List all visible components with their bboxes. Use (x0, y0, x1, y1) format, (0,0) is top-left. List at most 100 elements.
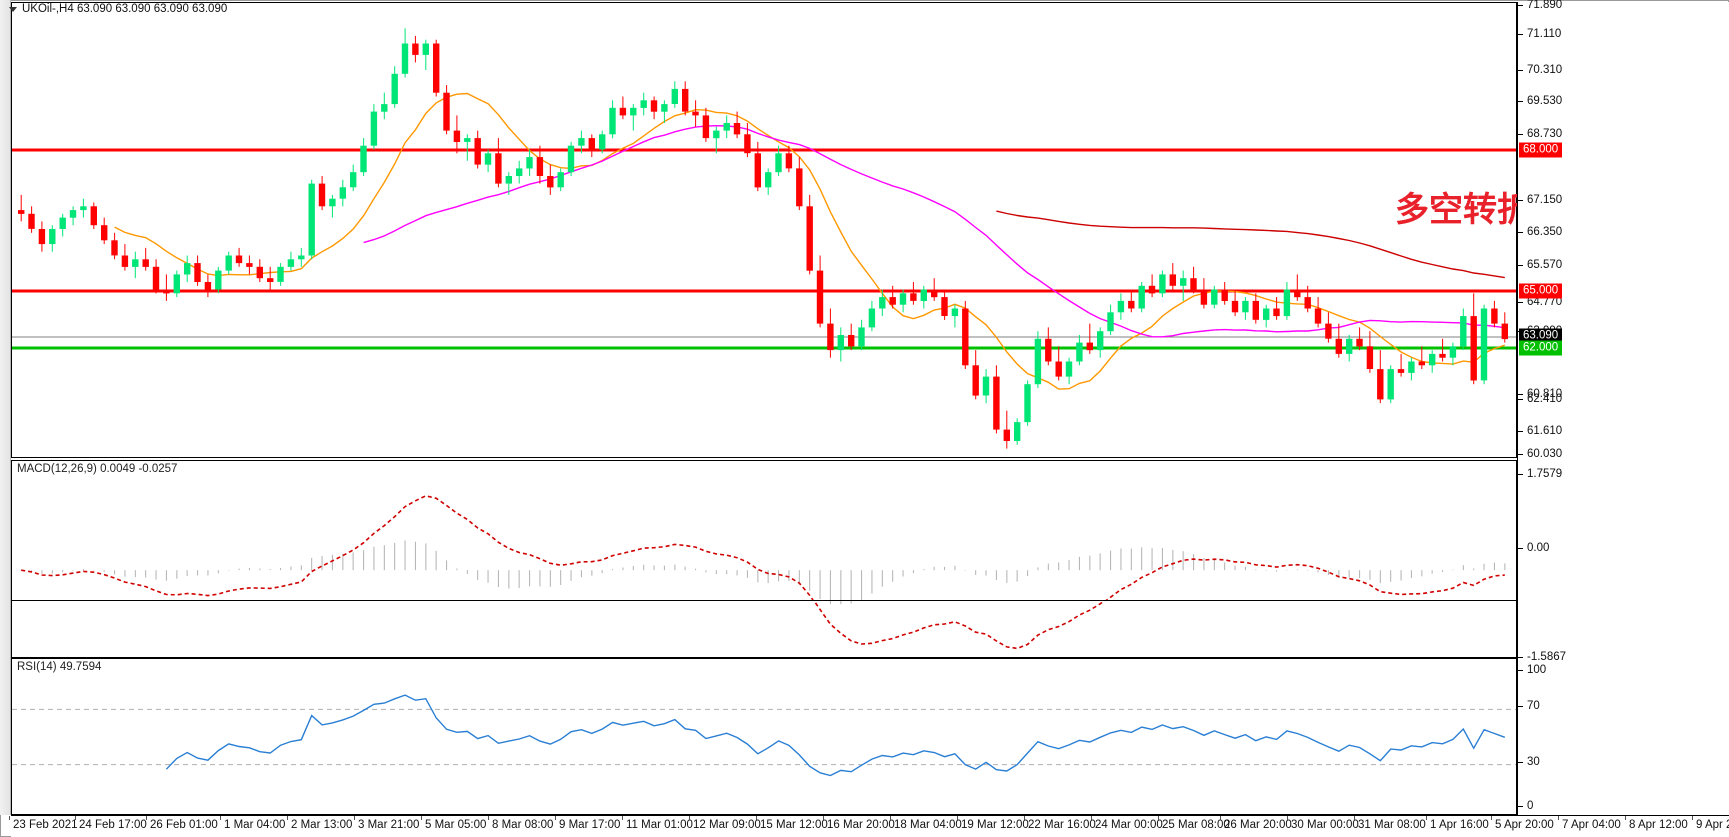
scale-tick (1518, 70, 1523, 71)
time-axis-label: 5 Apr 20:00 (1495, 819, 1554, 831)
time-axis-label: 1 Mar 04:00 (224, 819, 286, 831)
time-tick (1091, 816, 1092, 820)
time-tick (1354, 816, 1355, 820)
scale-tick-label: 67.150 (1527, 194, 1563, 206)
scale-tick (1518, 200, 1523, 201)
time-tick (1558, 816, 1559, 820)
time-tick (756, 816, 757, 820)
rsi-pane[interactable]: RSI(14) 49.7594 (11, 658, 1517, 815)
time-axis-label: 25 Mar 08:00 (1162, 819, 1230, 831)
symbol-ohlc-label: UKOil-,H4 63.090 63.090 63.090 63.090 (22, 3, 228, 15)
time-tick (1426, 816, 1427, 820)
price-tag-68-000: 68.000 (1519, 142, 1563, 158)
time-tick (488, 816, 489, 820)
time-axis-label: 24 Mar 00:00 (1095, 819, 1163, 831)
time-tick (1220, 816, 1221, 820)
time-tick (287, 816, 288, 820)
time-axis-label: 26 Mar 20:00 (1224, 819, 1292, 831)
scale-tick (1518, 394, 1523, 395)
scale-tick-label: 66.350 (1527, 226, 1563, 238)
time-tick (957, 816, 958, 820)
scale-tick-label: 70 (1527, 700, 1540, 712)
macd-label: MACD(12,26,9) 0.0049 -0.0257 (17, 463, 178, 475)
time-axis-label: 5 Mar 05:00 (425, 819, 487, 831)
macd-pane[interactable]: MACD(12,26,9) 0.0049 -0.0257 (11, 460, 1517, 601)
time-tick (1024, 816, 1025, 820)
rsi-plot (12, 694, 1516, 777)
vertical-scroll-gutter[interactable] (0, 0, 11, 815)
scale-tick (1518, 302, 1523, 303)
time-axis-label: 7 Apr 04:00 (1562, 819, 1621, 831)
scale-tick-label: 71.110 (1527, 28, 1562, 40)
scale-tick-label: 1.7579 (1527, 468, 1563, 480)
time-axis-label: 12 Mar 09:00 (693, 819, 761, 831)
macd-pane-lower[interactable] (11, 601, 1517, 658)
time-tick (75, 816, 76, 820)
time-axis-label: 18 Mar 04:00 (894, 819, 962, 831)
price-scale[interactable]: 71.890 71.110 70.310 69.530 68.730 67.150 66.3… (1517, 0, 1729, 815)
rsi-label: RSI(14) 49.7594 (17, 661, 102, 673)
time-tick (9, 816, 10, 820)
price-tag-62-000: 62.000 (1519, 340, 1563, 356)
time-axis-label: 23 Feb 2021 (13, 819, 78, 831)
scale-tick-label: 69.530 (1527, 95, 1563, 107)
scale-tick (1518, 657, 1523, 658)
macd-plot-lower (813, 601, 1106, 650)
scale-tick (1518, 706, 1523, 707)
time-tick (622, 816, 623, 820)
scale-tick (1518, 34, 1523, 35)
time-axis-label: 3 Mar 21:00 (358, 819, 420, 831)
time-axis-label: 26 Feb 01:00 (150, 819, 218, 831)
time-tick (146, 816, 147, 820)
scale-axis-line (1517, 2, 1518, 815)
time-axis-label: 16 Mar 20:00 (827, 819, 895, 831)
time-tick (421, 816, 422, 820)
scale-tick-label: 62.410 (1527, 393, 1563, 405)
price-tag-63-090: 63.090 (1519, 328, 1563, 344)
time-axis-label: 2 Mar 13:00 (291, 819, 353, 831)
time-axis-label: 9 Apr 20:00 (1696, 819, 1729, 831)
time-axis-label: 19 Mar 12:00 (961, 819, 1029, 831)
scale-tick-label: 60.810 (1527, 388, 1563, 400)
price-pane[interactable] (11, 2, 1517, 458)
time-axis-label: 31 Mar 08:00 (1358, 819, 1426, 831)
scale-tick (1518, 232, 1523, 233)
time-axis[interactable]: 23 Feb 2021 24 Feb 17:00 26 Feb 01:00 1 Mar… (9, 815, 1729, 837)
scale-tick (1518, 134, 1523, 135)
scale-tick-label: 68.730 (1527, 128, 1563, 140)
scale-tick-label: 65.570 (1527, 259, 1563, 271)
time-axis-label: 1 Apr 16:00 (1430, 819, 1489, 831)
price-tag-65-000: 65.000 (1519, 283, 1563, 299)
triangle-down-icon[interactable] (9, 7, 17, 12)
time-tick (1692, 816, 1693, 820)
scale-tick (1518, 548, 1523, 549)
scale-tick-label: 0.00 (1527, 542, 1550, 554)
scale-tick (1518, 474, 1523, 475)
time-tick (555, 816, 556, 820)
time-tick (1625, 816, 1626, 820)
time-axis-label: 11 Mar 01:00 (626, 819, 693, 831)
time-tick (1491, 816, 1492, 820)
scale-tick-label: -1.5867 (1527, 651, 1567, 663)
scale-tick (1518, 806, 1523, 807)
scale-tick-label: 71.890 (1527, 0, 1563, 11)
time-axis-label: 15 Mar 12:00 (760, 819, 828, 831)
time-axis-label: 8 Mar 08:00 (492, 819, 554, 831)
scale-tick (1518, 670, 1523, 671)
scale-tick-label: 60.030 (1527, 448, 1563, 460)
scale-tick (1518, 5, 1523, 6)
scale-tick-label: 70.310 (1527, 64, 1563, 76)
time-axis-label: 24 Feb 17:00 (79, 819, 147, 831)
time-axis-label: 30 Mar 00:00 (1291, 819, 1359, 831)
scale-tick-label: 61.610 (1527, 425, 1563, 437)
time-tick (1287, 816, 1288, 820)
scale-tick (1518, 431, 1523, 432)
time-tick (689, 816, 690, 820)
scale-tick (1518, 101, 1523, 102)
time-tick (1158, 816, 1159, 820)
price-plot (12, 28, 1516, 449)
scale-tick (1518, 265, 1523, 266)
macd-plot (20, 494, 1506, 600)
time-tick (220, 816, 221, 820)
